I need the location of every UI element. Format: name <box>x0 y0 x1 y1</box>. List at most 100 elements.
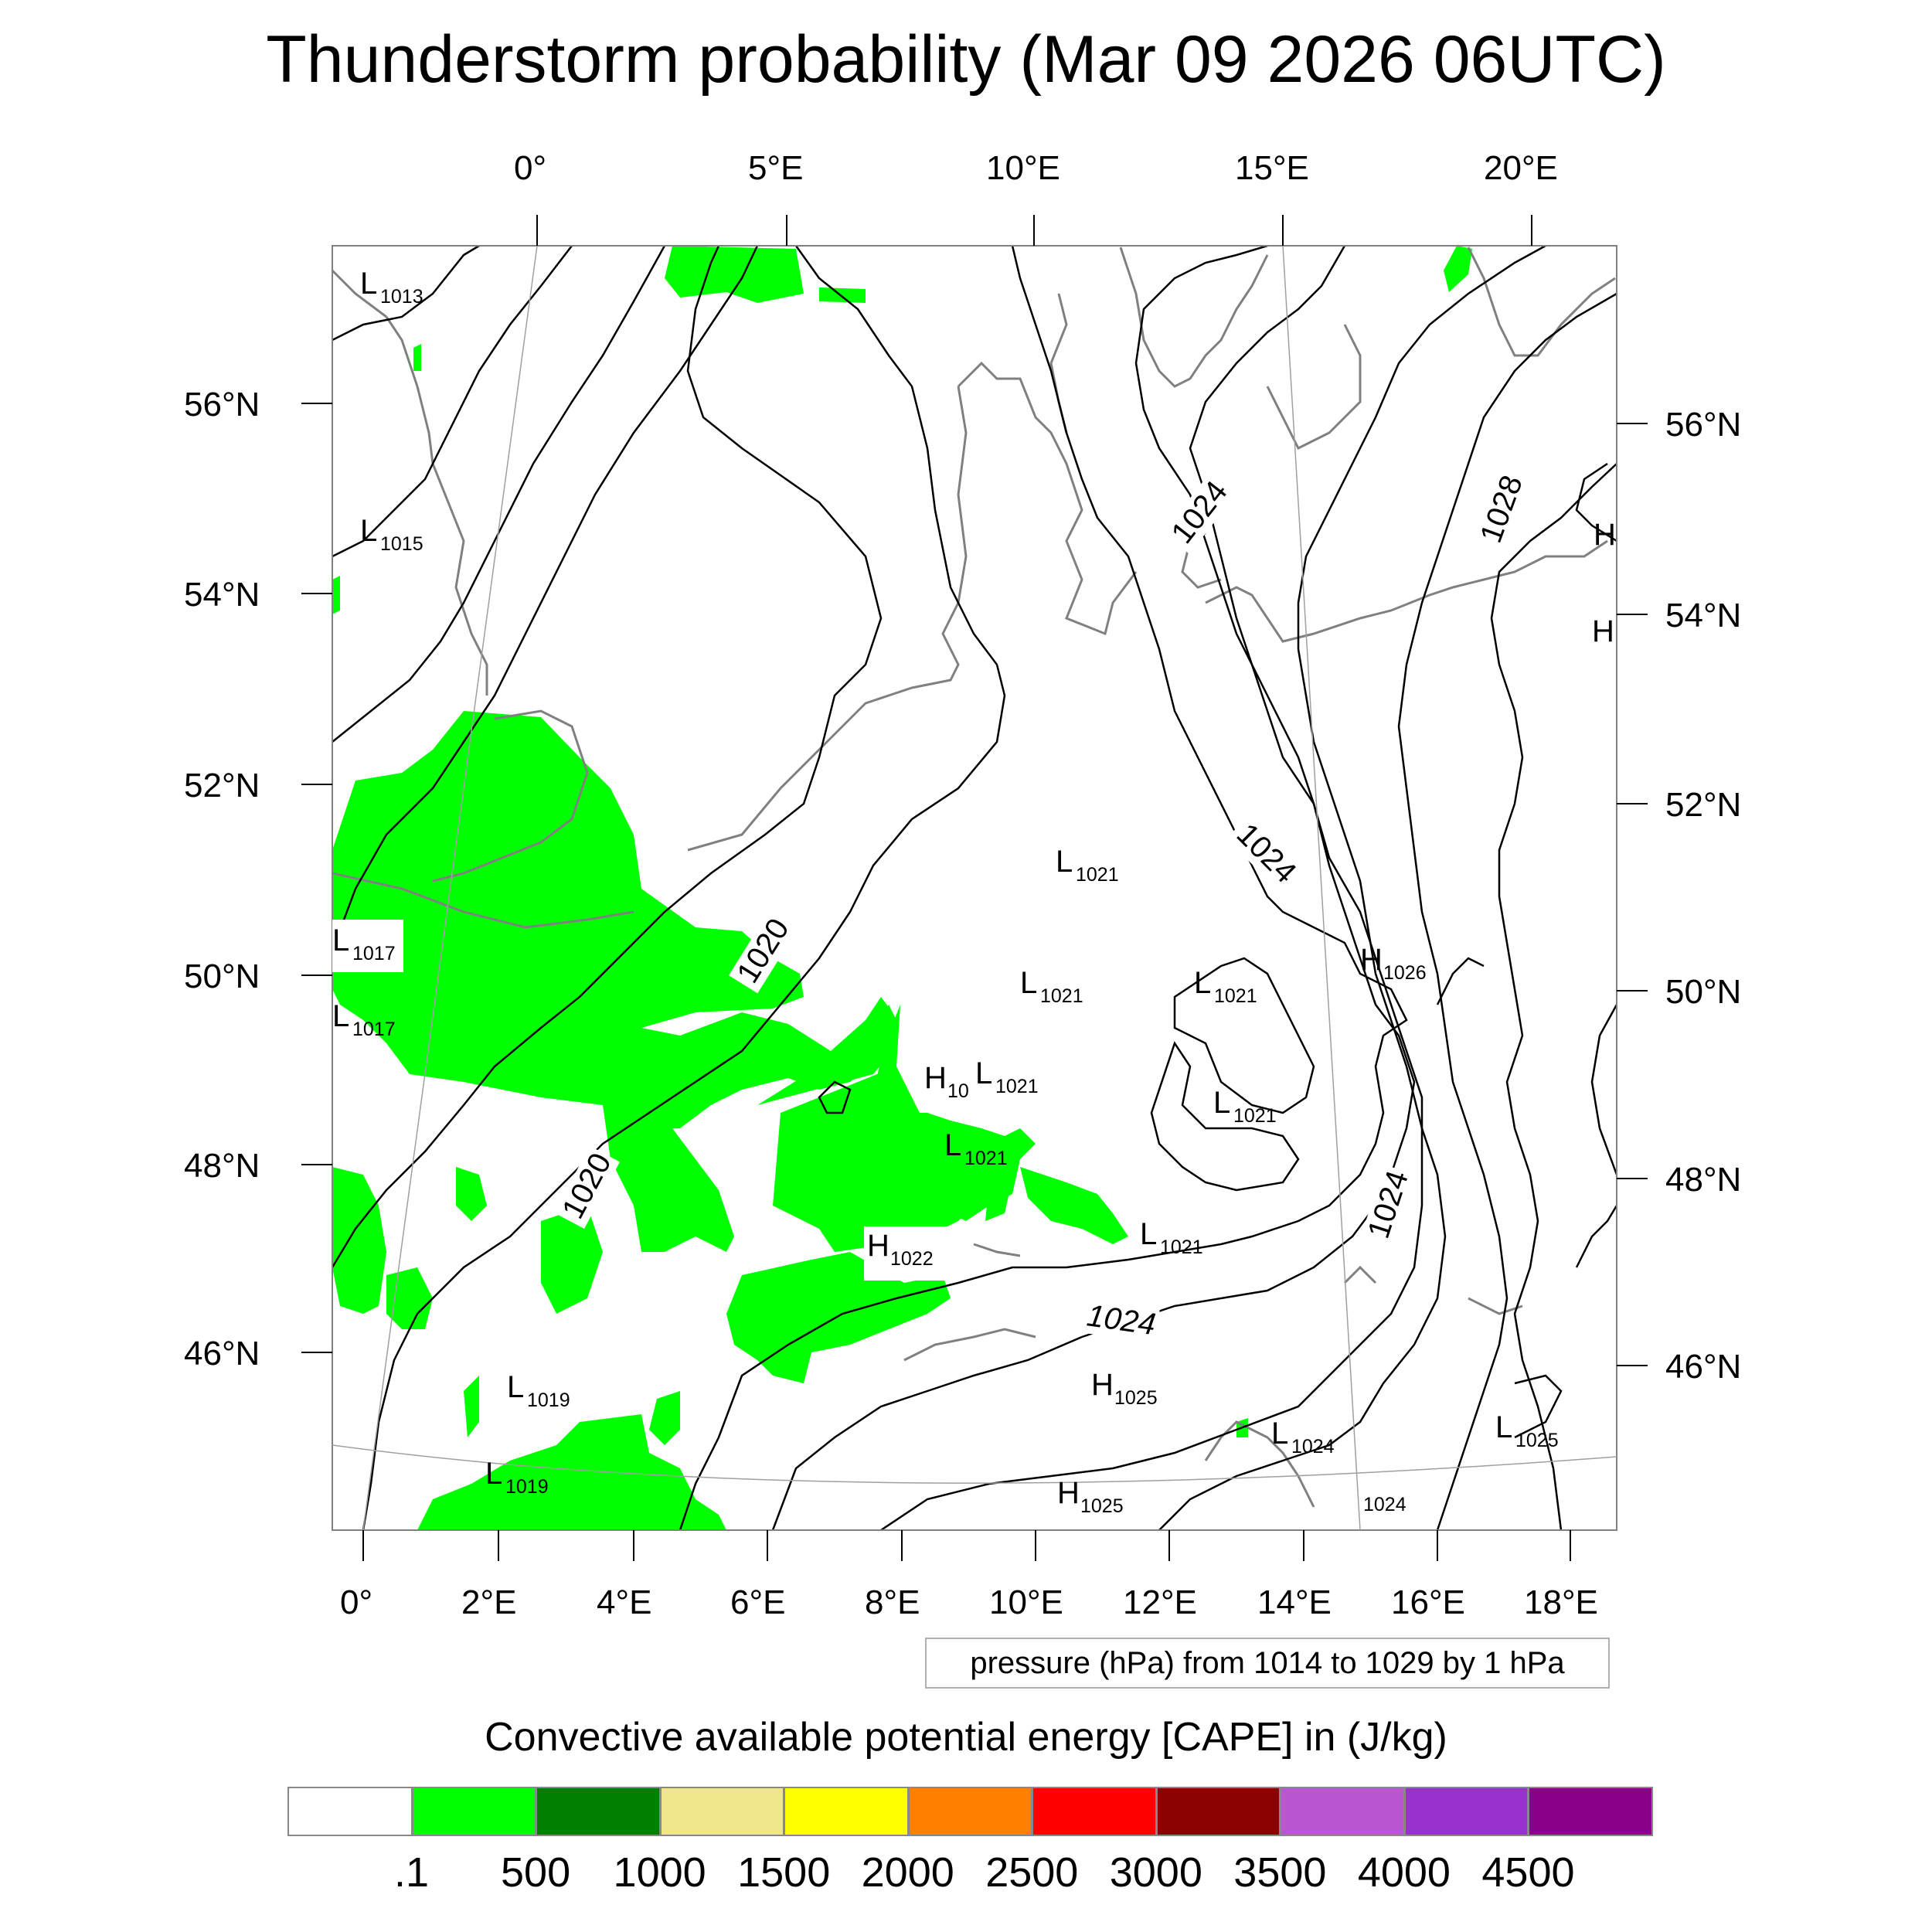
pressure-center-value: 1024 <box>1291 1436 1335 1458</box>
bottom-lon-label: 16°E <box>1391 1583 1465 1621</box>
pressure-center-letter: L <box>1213 1086 1230 1120</box>
bottom-lon-label: 6°E <box>730 1583 786 1621</box>
pressure-center-value: 1021 <box>1160 1236 1203 1258</box>
right-lat-label: 52°N <box>1665 786 1742 824</box>
colorbar-tick-label: 4000 <box>1357 1849 1451 1896</box>
colorbar-tick-label: 500 <box>501 1849 571 1896</box>
top-lon-label: 0° <box>514 149 547 187</box>
colorbar-swatch <box>659 1787 785 1836</box>
pressure-center-letter: L <box>1271 1417 1288 1451</box>
pressure-center-value: 1021 <box>1040 985 1083 1007</box>
colorbar-swatch <box>784 1787 909 1836</box>
pressure-center-value: 1021 <box>1233 1105 1277 1127</box>
bottom-lon-label: 8°E <box>865 1583 920 1621</box>
pressure-center-value: 1026 <box>1383 962 1427 984</box>
pressure-center-letter: H <box>1592 614 1614 648</box>
pressure-center-value: 1021 <box>1214 985 1257 1007</box>
pressure-centers: L 1013 L 1015 L 1017 L 1017 L 1019 L 1019 L 102… <box>332 267 1616 1517</box>
graticule <box>332 245 1617 1531</box>
bottom-lon-label: 12°E <box>1123 1583 1197 1621</box>
bottom-lon-label: 0° <box>340 1583 373 1621</box>
right-lat-label: 46°N <box>1665 1348 1742 1386</box>
colorbar-tick-label: 3000 <box>1109 1849 1202 1896</box>
colorbar-tick-label: 4500 <box>1481 1849 1575 1896</box>
pressure-center-value: 1024 <box>1363 1494 1406 1515</box>
pressure-center-letter: H <box>867 1229 889 1263</box>
left-lat-label: 48°N <box>184 1147 260 1185</box>
pressure-center-value: 10 <box>947 1080 969 1102</box>
pressure-center-letter: L <box>1140 1217 1157 1251</box>
map-frame <box>332 245 1617 1531</box>
pressure-center-value: 1015 <box>380 533 423 555</box>
colorbar-swatch <box>1032 1787 1157 1836</box>
pressure-center-letter: L <box>332 923 349 957</box>
colorbar-tick-label: 1000 <box>613 1849 706 1896</box>
pressure-center-value: 1022 <box>890 1248 934 1270</box>
pressure-center-value: 1021 <box>964 1148 1008 1169</box>
pressure-center-letter: H <box>1360 943 1383 977</box>
isobars <box>332 246 1617 1530</box>
colorbar-tick-label: 2500 <box>985 1849 1079 1896</box>
pressure-center-value: 1019 <box>505 1476 549 1498</box>
colorbar-swatch <box>1155 1787 1281 1836</box>
colorbar-swatch <box>1528 1787 1653 1836</box>
colorbar-tick-label: .1 <box>394 1849 430 1896</box>
pressure-center-value: 1017 <box>352 943 396 964</box>
pressure-center-letter: H <box>1594 518 1616 552</box>
pressure-center-letter: L <box>485 1457 502 1491</box>
pressure-center-value: 1025 <box>1515 1430 1559 1451</box>
bottom-lon-label: 2°E <box>461 1583 517 1621</box>
pressure-center-letter: L <box>1194 966 1211 1000</box>
bottom-lon-label: 14°E <box>1257 1583 1332 1621</box>
left-lat-label: 56°N <box>184 386 260 423</box>
pressure-center-value: 1017 <box>352 1019 396 1040</box>
pressure-center-letter: L <box>332 999 349 1033</box>
pressure-center-value: 1019 <box>527 1389 570 1411</box>
left-lat-label: 46°N <box>184 1335 260 1372</box>
top-lon-label: 5°E <box>748 149 804 187</box>
pressure-center-value: 1021 <box>1076 864 1119 886</box>
left-lat-label: 54°N <box>184 576 260 614</box>
colorbar-swatch <box>536 1787 661 1836</box>
pressure-center-letter: L <box>975 1056 992 1090</box>
colorbar-swatch <box>1280 1787 1405 1836</box>
pressure-center-letter: L <box>360 514 377 548</box>
colorbar-swatch <box>1403 1787 1529 1836</box>
pressure-center-letter: L <box>360 267 377 301</box>
top-lon-label: 15°E <box>1235 149 1309 187</box>
colorbar-tick-label: 3500 <box>1233 1849 1327 1896</box>
colorbar-tick-label: 1500 <box>737 1849 831 1896</box>
pressure-center-letter: L <box>1056 845 1073 879</box>
pressure-center-letter: H <box>1057 1476 1080 1510</box>
right-lat-label: 50°N <box>1665 973 1742 1011</box>
colorbar-swatch <box>287 1787 413 1836</box>
left-lat-label: 52°N <box>184 767 260 804</box>
colorbar-swatch <box>907 1787 1033 1836</box>
isobar-labels: 1020 1020 1024 1024 1024 1024 1028 <box>554 468 1531 1343</box>
pressure-center-letter: L <box>1495 1410 1512 1444</box>
top-lon-label: 10°E <box>986 149 1060 187</box>
right-lat-label: 48°N <box>1665 1161 1742 1199</box>
colorbar-title: Convective available potential energy [C… <box>485 1715 1447 1760</box>
pressure-center-value: 1025 <box>1080 1495 1124 1517</box>
pressure-center-letter: H <box>1091 1368 1114 1402</box>
colorbar-swatch <box>411 1787 537 1836</box>
pressure-center-value: 1025 <box>1114 1387 1158 1409</box>
bottom-lon-label: 4°E <box>597 1583 652 1621</box>
colorbar-tick-label: 2000 <box>861 1849 954 1896</box>
cape-shading <box>332 246 1472 1530</box>
pressure-center-letter: H <box>924 1061 947 1095</box>
left-lat-label: 50°N <box>184 957 260 995</box>
pressure-center-letter: L <box>944 1128 961 1162</box>
map-title: Thunderstorm probability (Mar 09 2026 06… <box>266 22 1666 97</box>
tick-marks <box>301 215 1648 1561</box>
pressure-center-letter: L <box>1020 966 1037 1000</box>
pressure-center-letter: L <box>507 1370 524 1404</box>
right-lat-label: 54°N <box>1665 597 1742 634</box>
contour-info-box: pressure (hPa) from 1014 to 1029 by 1 hP… <box>925 1638 1610 1689</box>
top-lon-label: 20°E <box>1484 149 1558 187</box>
pressure-center-value: 1013 <box>380 286 423 308</box>
bottom-lon-label: 18°E <box>1524 1583 1598 1621</box>
bottom-lon-label: 10°E <box>989 1583 1063 1621</box>
